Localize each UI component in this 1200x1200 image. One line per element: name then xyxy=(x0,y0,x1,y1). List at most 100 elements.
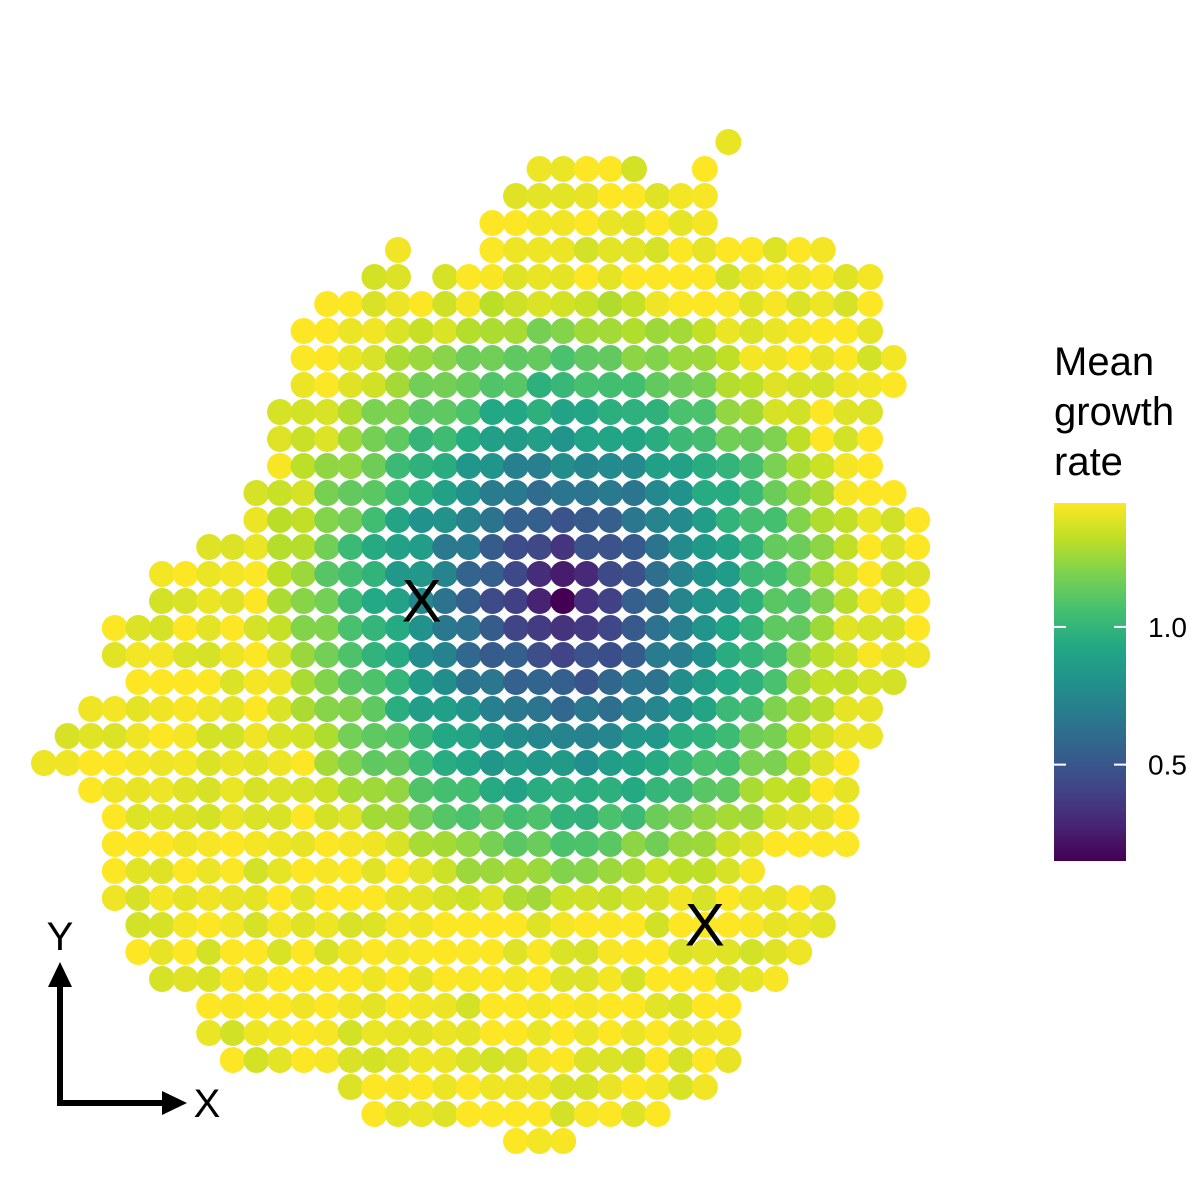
spot-point xyxy=(715,858,742,884)
spot-point xyxy=(668,318,695,344)
spot-point xyxy=(597,318,624,344)
spot-point xyxy=(172,804,199,830)
spot-point xyxy=(644,696,671,722)
spot-point xyxy=(880,642,907,668)
spot-point xyxy=(597,264,624,290)
spot-point xyxy=(479,669,506,695)
spot-point xyxy=(385,804,411,830)
spot-point xyxy=(479,1047,506,1073)
spot-point xyxy=(621,318,647,344)
spot-point xyxy=(385,318,411,344)
spot-point xyxy=(432,507,459,533)
spot-point xyxy=(739,723,765,749)
spot-point xyxy=(833,318,860,344)
spot-point xyxy=(78,750,105,776)
spot-point xyxy=(290,642,317,668)
spot-point xyxy=(597,966,624,992)
spot-point xyxy=(267,696,293,722)
spot-point xyxy=(314,399,341,425)
spot-point xyxy=(219,831,246,857)
spot-point xyxy=(597,372,624,398)
spot-point xyxy=(857,318,883,344)
spot-point xyxy=(290,669,317,695)
spot-point xyxy=(432,1047,459,1073)
spot-point xyxy=(739,399,765,425)
spot-point xyxy=(809,345,836,371)
spot-point xyxy=(314,1020,341,1046)
spot-point xyxy=(101,885,128,911)
spot-point xyxy=(408,669,435,695)
spot-point xyxy=(550,723,577,749)
spot-point xyxy=(715,642,742,668)
spot-point xyxy=(172,777,199,803)
spot-point xyxy=(621,615,647,641)
spot-point xyxy=(526,345,553,371)
spot-point xyxy=(219,804,246,830)
spot-point xyxy=(762,912,789,938)
spot-point xyxy=(550,318,577,344)
spot-point xyxy=(290,993,317,1019)
spot-point xyxy=(762,588,789,614)
spot-point xyxy=(597,939,624,965)
spot-point xyxy=(550,642,577,668)
spot-point xyxy=(691,264,718,290)
spot-point xyxy=(691,426,718,452)
spot-point xyxy=(550,912,577,938)
spot-point xyxy=(526,912,553,938)
spot-point xyxy=(691,318,718,344)
spot-point xyxy=(432,264,459,290)
spot-point xyxy=(762,966,789,992)
spot-point xyxy=(149,831,175,857)
spot-point xyxy=(833,345,860,371)
spot-point xyxy=(739,426,765,452)
spot-point xyxy=(479,1101,506,1127)
spot-point xyxy=(361,912,388,938)
spot-point xyxy=(479,642,506,668)
spot-point xyxy=(385,642,411,668)
spot-point xyxy=(125,723,152,749)
spot-point xyxy=(715,615,742,641)
spot-point xyxy=(479,426,506,452)
spot-point xyxy=(314,318,341,344)
spot-point xyxy=(573,534,600,560)
spot-point xyxy=(455,858,482,884)
spot-point xyxy=(833,372,860,398)
spot-point xyxy=(503,912,529,938)
spot-point xyxy=(904,561,931,587)
spot-point xyxy=(455,696,482,722)
spot-point xyxy=(479,1020,506,1046)
spot-point xyxy=(385,858,411,884)
spot-point xyxy=(668,1047,695,1073)
spot-point xyxy=(526,831,553,857)
spot-point xyxy=(78,723,105,749)
spot-point xyxy=(573,1047,600,1073)
spot-point xyxy=(597,723,624,749)
spot-point xyxy=(78,696,105,722)
spot-point xyxy=(644,615,671,641)
spot-point xyxy=(526,588,553,614)
spot-point xyxy=(880,615,907,641)
spot-point xyxy=(621,1047,647,1073)
spot-point xyxy=(526,453,553,479)
spot-point xyxy=(786,804,813,830)
spot-point xyxy=(408,399,435,425)
spot-point xyxy=(621,750,647,776)
spot-point xyxy=(503,264,529,290)
spot-point xyxy=(385,993,411,1019)
spot-point xyxy=(432,399,459,425)
spot-point xyxy=(644,1074,671,1100)
spot-point xyxy=(361,615,388,641)
spot-point xyxy=(573,777,600,803)
spot-point xyxy=(337,453,364,479)
spot-point xyxy=(385,480,411,506)
spot-point xyxy=(668,939,695,965)
spot-point xyxy=(290,885,317,911)
spot-point xyxy=(408,318,435,344)
spot-point xyxy=(503,372,529,398)
spot-point xyxy=(361,534,388,560)
spot-point xyxy=(290,372,317,398)
spot-point xyxy=(172,588,199,614)
spot-point xyxy=(125,831,152,857)
spot-point xyxy=(550,372,577,398)
spot-point xyxy=(432,480,459,506)
